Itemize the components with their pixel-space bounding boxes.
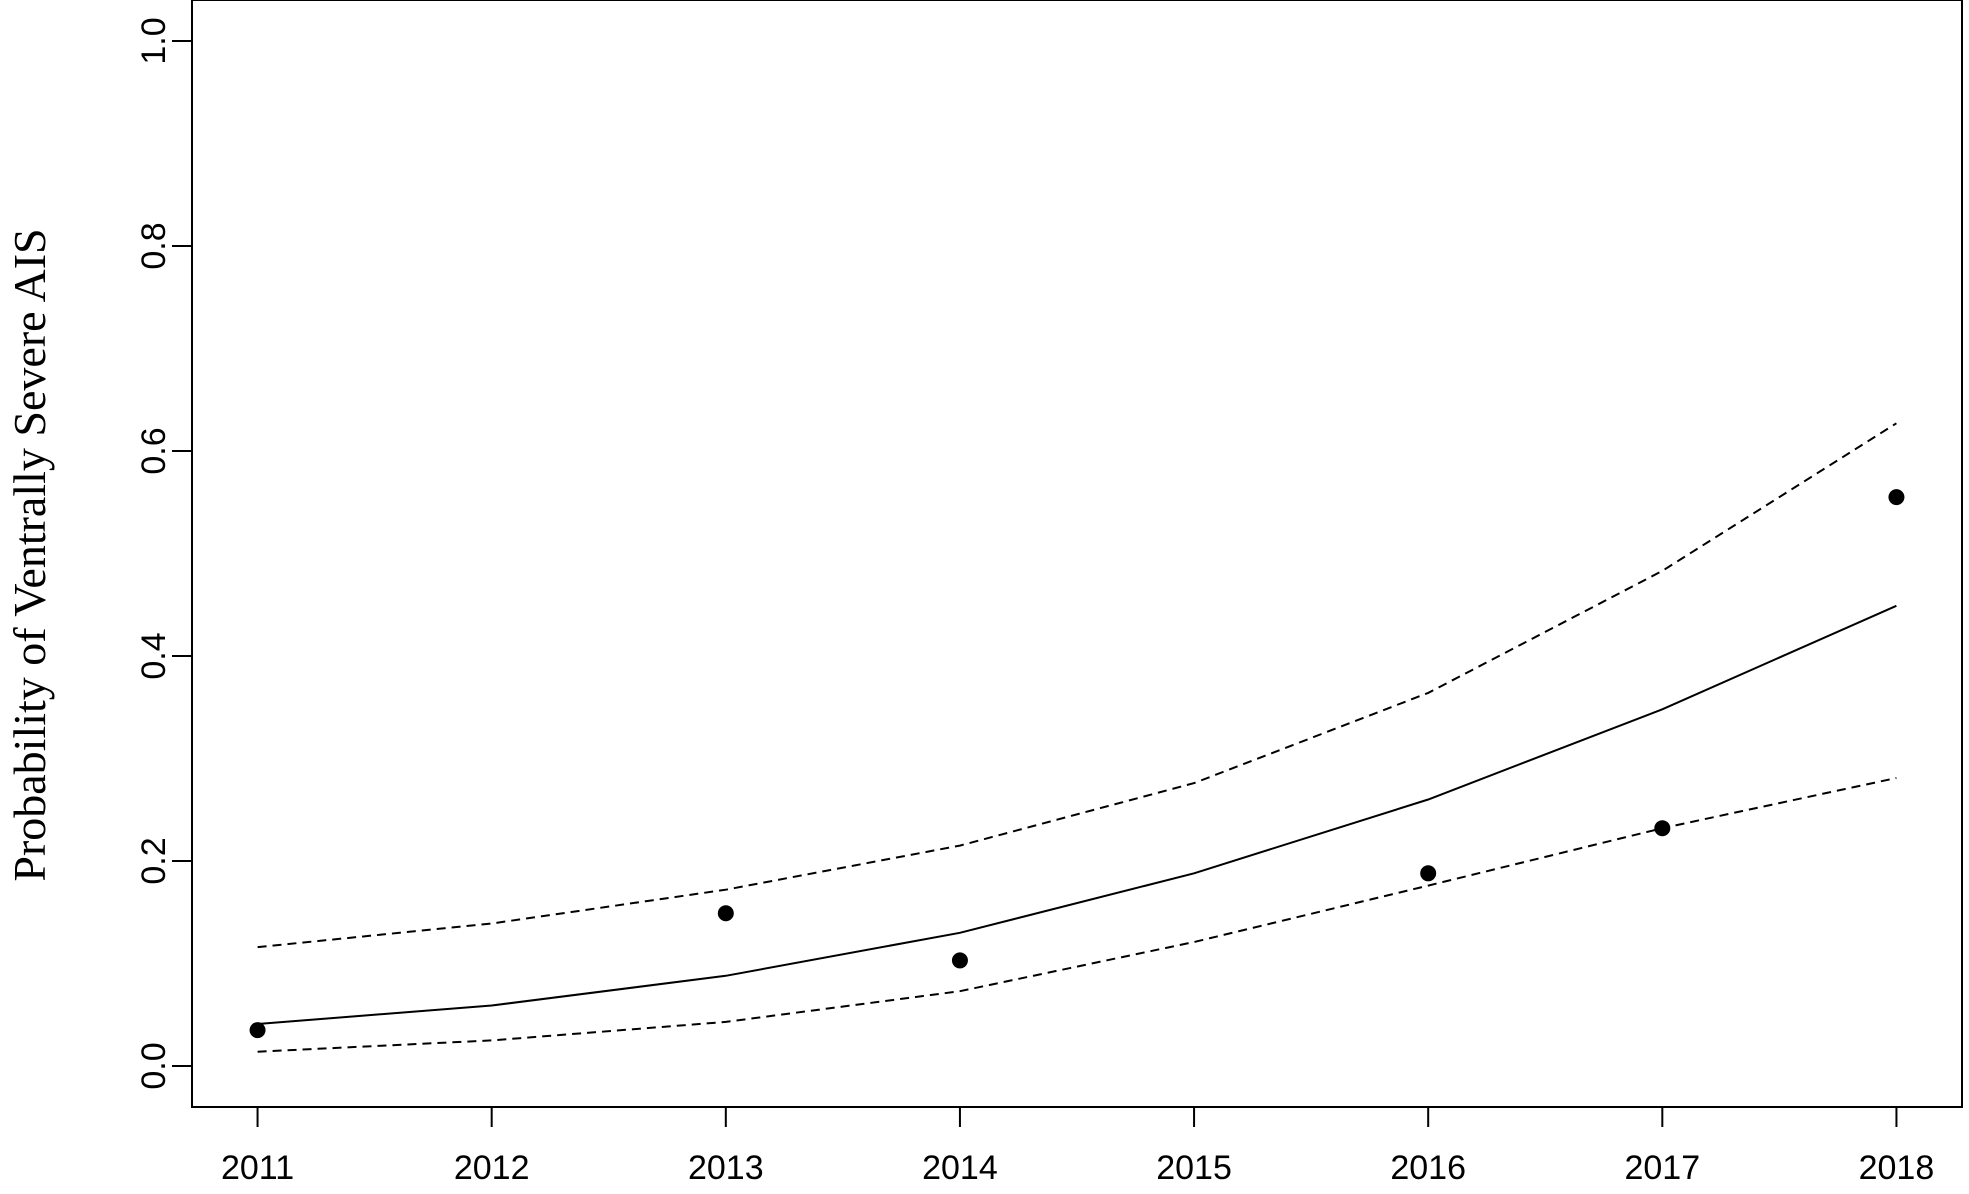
fitted-line <box>257 604 1897 1025</box>
data-points <box>249 489 1905 1039</box>
y-tick-label: 0.0 <box>135 1042 173 1089</box>
x-tick-label: 2018 <box>1859 1149 1935 1187</box>
x-tick-label: 2011 <box>221 1149 294 1187</box>
data-point <box>717 905 734 922</box>
x-tick-label: 2015 <box>1156 1149 1232 1187</box>
confidence-band-line <box>257 422 1897 949</box>
y-tick-label: 0.6 <box>135 427 173 474</box>
x-axis: 2011 2012 2013 2014 2015 2016 2017 2018 <box>221 1107 1934 1187</box>
plot-frame <box>191 0 1963 1108</box>
data-point <box>951 952 968 969</box>
data-point <box>1420 865 1437 882</box>
data-point <box>1888 489 1905 506</box>
confidence-band-line <box>257 777 1897 1053</box>
x-tick-label: 2014 <box>922 1149 998 1187</box>
y-axis-label: Probability of Ventrally Severe AIS <box>4 228 55 881</box>
x-tick-label: 2017 <box>1624 1149 1700 1187</box>
y-axis: 0.0 0.2 0.4 0.6 0.8 1.0 <box>135 17 192 1090</box>
x-tick-label: 2012 <box>454 1149 530 1187</box>
x-tick-label: 2013 <box>688 1149 764 1187</box>
data-point <box>1654 820 1671 837</box>
data-point <box>249 1022 266 1039</box>
y-tick-label: 1.0 <box>135 17 173 64</box>
y-tick-label: 0.4 <box>135 632 173 679</box>
series-lines <box>257 422 1897 1053</box>
y-tick-label: 0.8 <box>135 222 173 269</box>
y-tick-label: 0.2 <box>135 837 173 884</box>
x-tick-label: 2016 <box>1390 1149 1466 1187</box>
